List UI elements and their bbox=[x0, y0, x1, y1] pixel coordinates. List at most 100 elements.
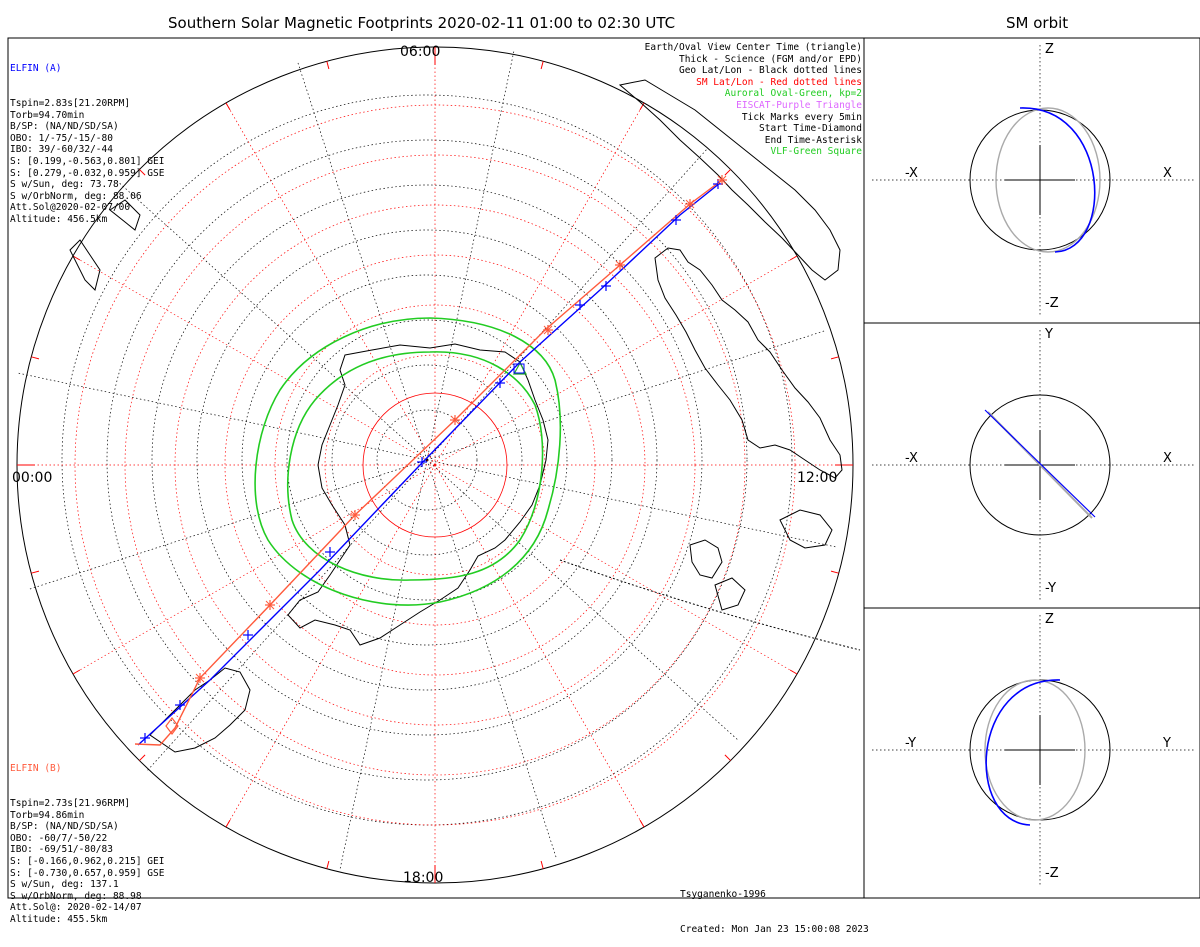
orbit-axis-label-top: Z bbox=[1045, 612, 1054, 627]
hour-tick bbox=[639, 819, 645, 828]
elfin-b-line: S: [-0.166,0.962,0.215] GEI bbox=[10, 855, 165, 867]
elfin-b-line: Tspin=2.73s[21.96RPM] bbox=[10, 797, 131, 809]
elfin-a-info: ELFIN (A) Tspin=2.83s[21.20RPM] Torb=94.7… bbox=[10, 40, 164, 237]
elfin-b-line: IBO: -69/51/-80/83 bbox=[10, 844, 113, 856]
hour-label-bottom: 18:00 bbox=[403, 870, 444, 886]
legend: Earth/Oval View Center Time (triangle) Th… bbox=[645, 42, 862, 158]
orbit-axis-label-bottom: -Z bbox=[1045, 296, 1059, 311]
orbit-axis-label-right: X bbox=[1163, 166, 1172, 181]
orbit-title: SM orbit bbox=[1006, 14, 1069, 32]
orbit-axis-label-left: -X bbox=[905, 451, 918, 466]
auroral-ovals bbox=[254, 317, 562, 606]
sm-lon-line bbox=[434, 255, 798, 466]
geo-lon-line bbox=[18, 372, 428, 461]
orbit-axis-label-bottom: -Y bbox=[1045, 581, 1057, 596]
elfin-b-line: S w/Sun, deg: 137.1 bbox=[10, 879, 119, 891]
orbit-axis-label-right: X bbox=[1163, 451, 1172, 466]
model-name: Tsyganenko-1996 bbox=[680, 889, 766, 901]
elfin-b-name: ELFIN (B) bbox=[10, 763, 62, 775]
elfin-a-line: Torb=94.70min bbox=[10, 109, 85, 121]
geo-lat-ring bbox=[331, 364, 523, 556]
sm-lon-line bbox=[434, 464, 645, 828]
elfin-b-line: S: [-0.730,0.657,0.959] GSE bbox=[10, 867, 165, 879]
hour-tick bbox=[72, 255, 81, 261]
hour-tick bbox=[789, 669, 798, 675]
geo-lon-line bbox=[116, 180, 428, 461]
geo-lat-ring bbox=[106, 139, 748, 781]
hour-tick bbox=[830, 356, 839, 360]
geo-lat-ring bbox=[151, 184, 703, 736]
elfin-a-line: B/SP: (NA/ND/SD/SA) bbox=[10, 121, 119, 133]
elfin-a-line: S w/Sun, deg: 73.78 bbox=[10, 179, 119, 191]
elfin-b-info: ELFIN (B) Tspin=2.73s[21.96RPM] Torb=94.8… bbox=[10, 740, 164, 937]
elfin-b-track bbox=[134, 179, 723, 746]
auroral-oval-inner bbox=[287, 351, 544, 581]
hour-tick bbox=[225, 102, 231, 111]
polar-grid bbox=[16, 46, 854, 884]
sm-lon-line bbox=[72, 255, 436, 466]
track-tick-marks bbox=[140, 175, 727, 743]
orbit-axis-label-right: Y bbox=[1163, 736, 1171, 751]
indonesia-outline bbox=[779, 509, 833, 549]
south-america-outline bbox=[149, 667, 251, 753]
legend-entry: Auroral Oval-Green, kp=2 bbox=[724, 88, 862, 100]
orbit-axis-label-bottom: -Z bbox=[1045, 866, 1059, 881]
elfin-b-start-diamond bbox=[165, 717, 179, 735]
hour-tick bbox=[540, 61, 544, 70]
elfin-b-tick bbox=[615, 260, 625, 270]
legend-entry: Start Time-Diamond bbox=[759, 123, 862, 135]
orbit-axis-label-left: -X bbox=[905, 166, 918, 181]
elfin-b-line: Torb=94.86min bbox=[10, 809, 85, 821]
geo-lon-line bbox=[426, 330, 825, 461]
elfin-a-line: Att.Sol@2020-02-07/00 bbox=[10, 202, 131, 214]
orbit-b-path bbox=[995, 107, 1101, 253]
orbit-axis-label-top: Y bbox=[1045, 327, 1053, 342]
elfin-a-line: S: [0.279,-0.032,0.959] GSE bbox=[10, 167, 165, 179]
legend-entry: End Time-Asterisk bbox=[764, 134, 862, 146]
plot-title: Southern Solar Magnetic Footprints 2020-… bbox=[168, 14, 676, 32]
geo-lat-ring bbox=[286, 319, 568, 601]
hour-tick bbox=[724, 169, 731, 176]
asia-outline bbox=[69, 199, 141, 291]
elfin-b-tick bbox=[450, 415, 460, 425]
hour-tick bbox=[724, 754, 731, 761]
orbit-a-path bbox=[1019, 107, 1096, 253]
hour-label-top: 06:00 bbox=[400, 44, 441, 60]
geo-equator-line bbox=[559, 559, 861, 651]
new-zealand-outline bbox=[689, 539, 746, 611]
elfin-b-tick bbox=[265, 600, 275, 610]
elfin-a-line: IBO: 39/-60/32/-44 bbox=[10, 144, 113, 156]
legend-entry: VLF-Green Square bbox=[770, 146, 862, 158]
hour-tick bbox=[830, 570, 839, 574]
elfin-a-line: S: [0.199,-0.563,0.801] GEI bbox=[10, 155, 165, 167]
orbit-b-path bbox=[984, 679, 1086, 821]
geo-lon-line bbox=[426, 149, 707, 461]
elfin-b-tick bbox=[717, 175, 727, 185]
hour-label-left: 00:00 bbox=[12, 470, 53, 486]
africa-outline bbox=[618, 79, 841, 281]
geo-lon-line bbox=[147, 459, 428, 771]
sm-lat-ring bbox=[124, 154, 746, 776]
sm-lon-line bbox=[72, 464, 436, 675]
legend-entry: Tick Marks every 5min bbox=[741, 111, 862, 123]
hour-tick bbox=[639, 102, 645, 111]
elfin-a-track bbox=[137, 182, 721, 746]
elfin-b-tick bbox=[195, 673, 205, 683]
sm-lat-ring bbox=[224, 254, 646, 676]
geo-lon-line bbox=[29, 459, 428, 590]
hour-tick bbox=[72, 669, 81, 675]
elfin-b-tick bbox=[350, 510, 360, 520]
geo-lat-ring bbox=[376, 409, 478, 511]
geo-lon-line bbox=[426, 459, 557, 858]
hour-tick bbox=[326, 860, 330, 869]
vlf-square bbox=[513, 363, 525, 374]
elfin-b-line: B/SP: (NA/ND/SD/SA) bbox=[10, 821, 119, 833]
geo-lon-line bbox=[426, 459, 836, 548]
orbit-axis-label-top: Z bbox=[1045, 42, 1054, 57]
elfin-a-line: OBO: 1/-75/-15/-80 bbox=[10, 132, 113, 144]
orbit-a-path bbox=[984, 409, 1096, 518]
elfin-b-tick bbox=[543, 325, 553, 335]
geo-lat-ring bbox=[241, 274, 613, 646]
hour-tick bbox=[326, 61, 330, 70]
elfin-a-line: Altitude: 456.5km bbox=[10, 213, 108, 225]
